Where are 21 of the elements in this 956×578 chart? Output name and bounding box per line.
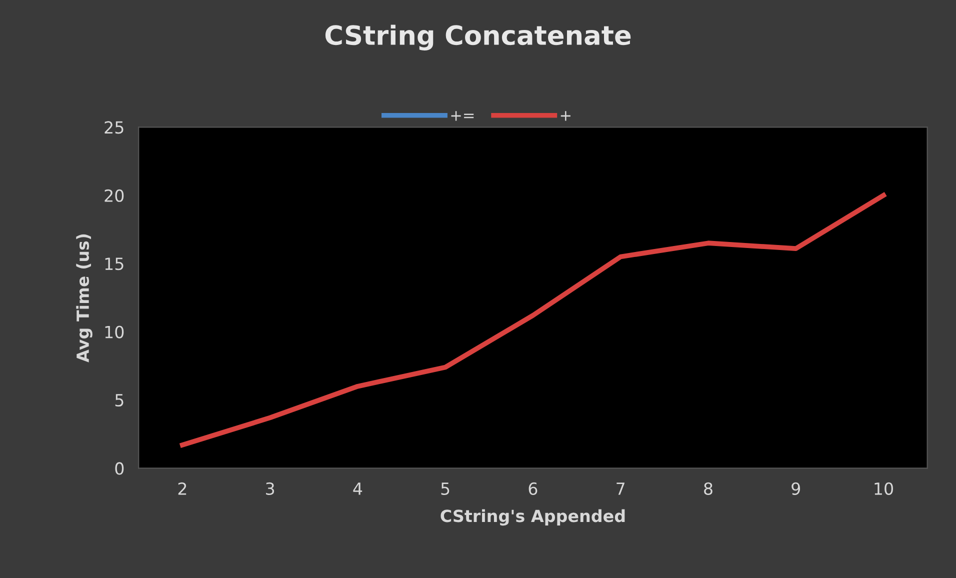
x-tick-label: 9 [792,482,800,495]
x-tick-label: 4 [353,482,362,495]
x-tick-label: 2 [178,482,186,495]
x-tick-label: 10 [874,482,893,495]
y-tick-label: 25 [104,121,124,134]
y-tick-label: 20 [104,189,124,202]
y-tick-label: 5 [115,394,124,407]
y-axis-title: Avg Time (us) [76,234,92,362]
x-tick-label: 3 [266,482,274,495]
chart-title: CString Concatenate [325,24,631,50]
y-tick-label: 0 [115,462,124,475]
y-tick-label: 10 [105,326,124,338]
y-tick-label: 15 [105,258,124,270]
x-tick-label: 7 [616,482,624,495]
x-tick-label: 8 [704,482,712,495]
legend-label: + [560,111,570,121]
legend-label: += [451,111,474,121]
x-tick-label: 6 [528,482,538,495]
line-series [180,192,886,448]
x-axis-title: CString's Appended [440,509,625,526]
x-tick-label: 5 [441,482,450,495]
